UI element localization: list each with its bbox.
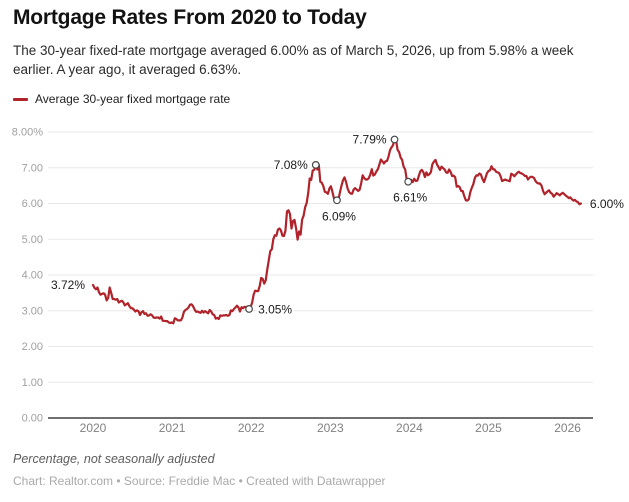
annotation-marker (333, 196, 341, 205)
x-axis-tick-label: 2026 (554, 421, 581, 435)
annotation-label: 7.08% (274, 158, 308, 172)
x-axis-tick-label: 2023 (317, 421, 344, 435)
chart-subtitle: The 30-year fixed-rate mortgage averaged… (13, 43, 574, 78)
annotation-label: 6.61% (393, 191, 427, 205)
chart-attribution: Chart: Realtor.com • Source: Freddie Mac… (13, 474, 386, 488)
legend-line-swatch (13, 97, 28, 101)
legend: Average 30-year fixed mortgage rate (13, 92, 230, 106)
y-axis-tick-label: 4.00 (22, 270, 43, 282)
y-axis-tick-label: 3.00 (22, 305, 43, 317)
annotation-marker (390, 135, 399, 144)
y-axis-tick-label: 0.00 (22, 413, 43, 425)
y-axis-tick-label: 7.00 (22, 162, 43, 174)
y-axis-tick-label: 1.00 (22, 377, 43, 389)
chart-title: Mortgage Rates From 2020 to Today (13, 6, 367, 29)
y-axis-tick-label: 8.00% (12, 127, 43, 139)
x-axis-tick-label: 2022 (238, 421, 265, 435)
x-axis-tick-label: 2024 (396, 421, 423, 435)
y-axis-tick-label: 2.00 (22, 341, 43, 353)
series-line (91, 138, 582, 325)
annotation-label: 6.09% (322, 209, 356, 223)
x-axis-tick-label: 2025 (475, 421, 502, 435)
annotation-marker (245, 305, 253, 313)
annotation-marker (311, 160, 320, 169)
annotation-label: 6.00% (590, 197, 624, 211)
legend-label: Average 30-year fixed mortgage rate (35, 92, 231, 106)
line-chart: 8.00% 7.00 6.00 5.00 4.00 3.00 2.00 1.00 0.00 202… (12, 127, 626, 436)
annotation-label: 3.05% (258, 302, 292, 316)
chart-footnote: Percentage, not seasonally adjusted (13, 452, 215, 466)
x-axis-tick-label: 2020 (80, 421, 107, 435)
y-axis-tick-label: 5.00 (22, 234, 43, 246)
annotation-label: 3.72% (51, 278, 85, 292)
y-axis-tick-label: 6.00 (22, 198, 43, 210)
annotation-marker (404, 177, 413, 186)
x-axis-tick-label: 2021 (159, 421, 186, 435)
annotation-label: 7.79% (353, 133, 387, 147)
